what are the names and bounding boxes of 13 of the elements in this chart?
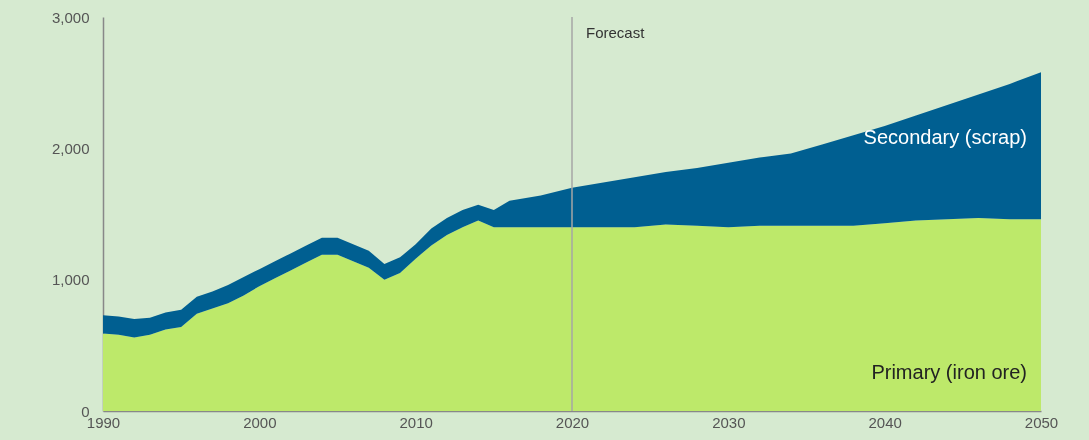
x-tick-label: 2050 — [1024, 413, 1059, 431]
series-label: Secondary (scrap) — [863, 126, 1027, 149]
y-tick-label: 0 — [81, 402, 90, 420]
ref-line-label: Forecast — [586, 24, 646, 41]
x-tick-label: 2020 — [555, 413, 590, 431]
x-tick-label: 2010 — [399, 413, 433, 431]
x-tick-label: 2030 — [712, 413, 746, 431]
y-tick-label: 1,000 — [51, 271, 90, 289]
y-tick-label: 3,000 — [51, 8, 90, 26]
y-tick-label: 2,000 — [51, 139, 90, 157]
series-label: Primary (iron ore) — [871, 360, 1027, 383]
x-tick-label: 2040 — [868, 413, 902, 431]
x-tick-label: 2000 — [243, 413, 277, 431]
